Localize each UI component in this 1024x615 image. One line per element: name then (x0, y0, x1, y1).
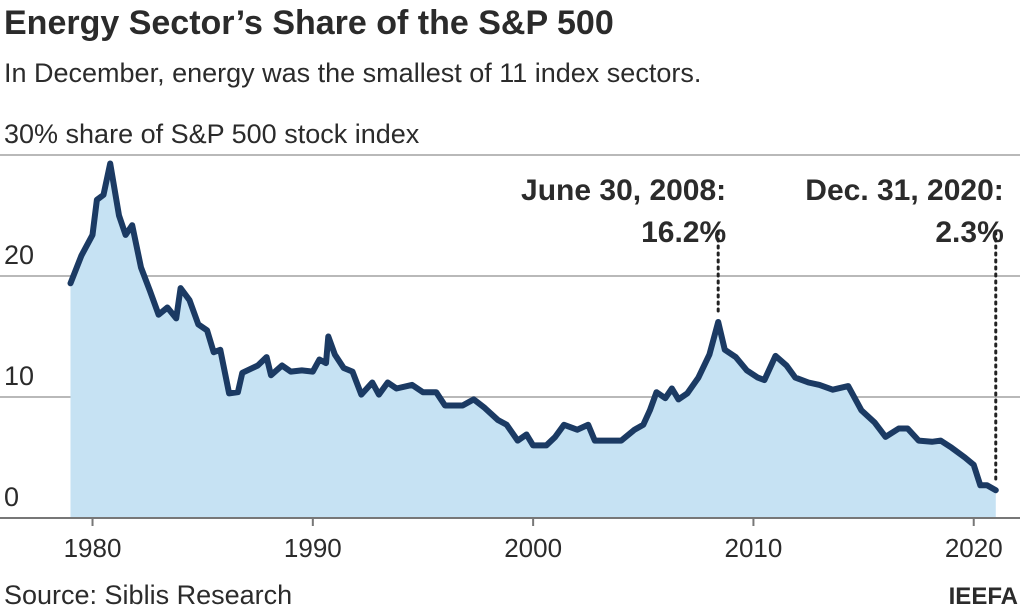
y-tick-label: 20 (4, 240, 34, 270)
y-tick-label: 30% share of S&P 500 stock index (4, 119, 420, 149)
source: Source: Siblis Research (4, 580, 292, 610)
x-tick-label: 2000 (504, 533, 562, 563)
x-tick-label: 1990 (284, 533, 342, 563)
y-tick-label: 0 (4, 482, 19, 512)
y-tick-label: 10 (4, 361, 34, 391)
x-tick-label: 1980 (64, 533, 122, 563)
annotation-text: June 30, 2008: (521, 174, 726, 207)
chart-subtitle: In December, energy was the smallest of … (4, 58, 701, 88)
chart-title: Energy Sector’s Share of the S&P 500 (4, 4, 614, 42)
credit: IEEFA (949, 583, 1018, 610)
x-tick-label: 2020 (945, 533, 1003, 563)
x-tick-label: 2010 (725, 533, 783, 563)
annotation-text: Dec. 31, 2020: (805, 174, 1003, 207)
annotation-text: 16.2% (641, 216, 726, 249)
annotation-text: 2.3% (935, 216, 1003, 249)
area-fill (70, 163, 996, 518)
line (67, 160, 999, 494)
